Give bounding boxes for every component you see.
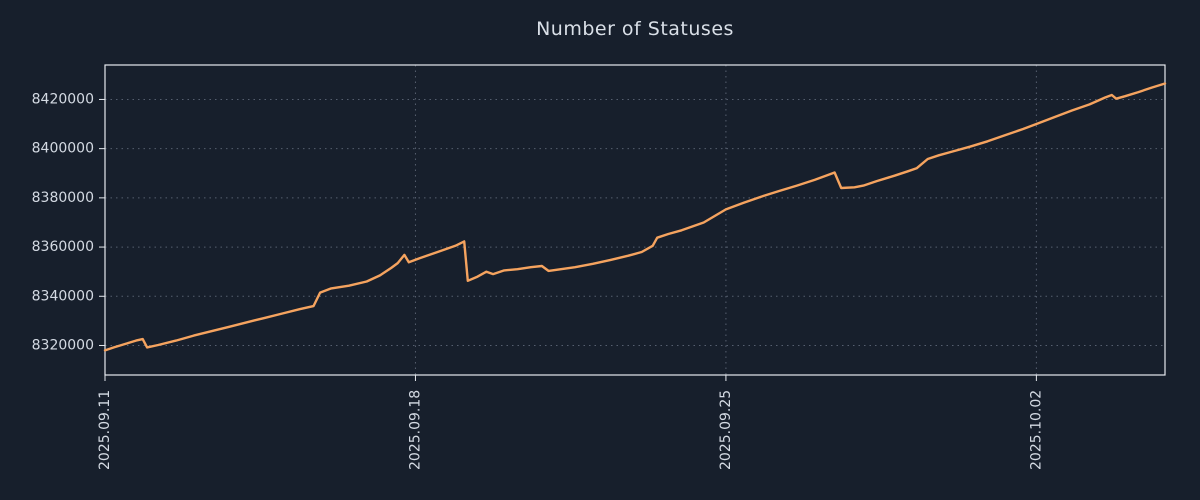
x-tick-label: 2025.09.18 bbox=[407, 390, 423, 470]
chart-title: Number of Statuses bbox=[536, 18, 734, 40]
x-tick-label: 2025.10.02 bbox=[1028, 390, 1044, 470]
y-tick-label: 8360000 bbox=[32, 239, 94, 255]
plot-frame bbox=[104, 64, 1166, 376]
series-line bbox=[103, 82, 1167, 352]
x-tick-label: 2025.09.25 bbox=[718, 390, 734, 470]
y-tick-label: 8400000 bbox=[32, 141, 94, 157]
y-tick-label: 8320000 bbox=[32, 337, 94, 353]
x-tick-label: 2025.09.11 bbox=[97, 390, 113, 470]
y-tick-label: 8340000 bbox=[32, 288, 94, 304]
y-tick-label: 8380000 bbox=[32, 190, 94, 206]
y-tick-label: 8420000 bbox=[32, 91, 94, 107]
